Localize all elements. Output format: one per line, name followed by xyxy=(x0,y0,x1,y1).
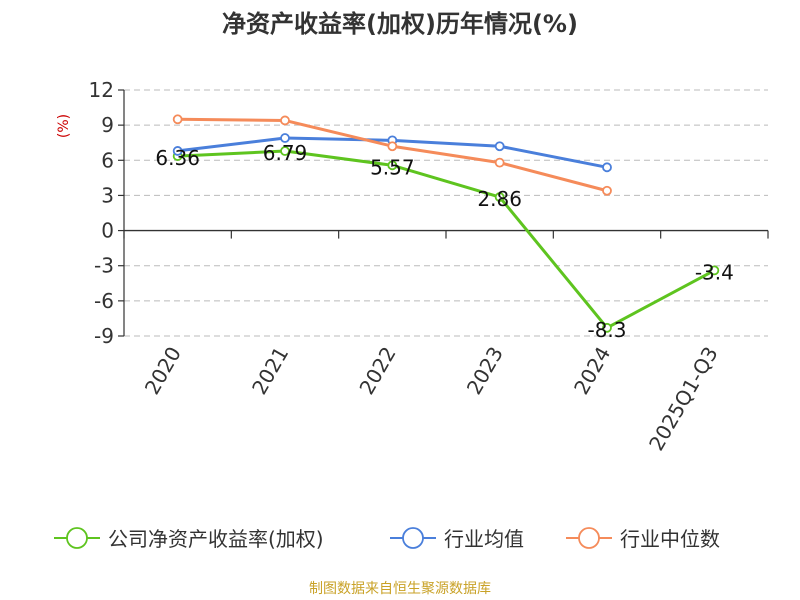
data-point xyxy=(602,185,612,196)
y-tick-label: -6 xyxy=(94,289,114,313)
data-point xyxy=(602,162,612,173)
legend-marker xyxy=(578,527,600,549)
series-lines xyxy=(172,114,720,333)
data-point xyxy=(494,192,505,202)
legend: 公司净资产收益率(加权) 行业均值 行业中位数 xyxy=(54,527,720,551)
data-point xyxy=(387,141,398,152)
data-labels: 6.36 6.79 5.57 2.86 -8.3 -3.4 xyxy=(155,141,733,342)
legend-label: 公司净资产收益率(加权) xyxy=(108,527,324,551)
data-label: 5.57 xyxy=(370,155,415,179)
data-label: -3.4 xyxy=(695,260,734,284)
legend-label: 行业中位数 xyxy=(620,527,720,551)
grid-lines xyxy=(124,89,768,337)
y-tick-label: 12 xyxy=(89,78,114,102)
x-tick-label: 2025Q1-Q3 xyxy=(644,343,723,455)
legend-marker xyxy=(66,527,88,549)
data-point xyxy=(602,322,612,333)
data-label: 6.36 xyxy=(155,146,200,170)
y-tick-label: 6 xyxy=(101,148,114,172)
y-tick-label: 0 xyxy=(101,219,114,243)
data-label: 6.79 xyxy=(263,141,308,165)
data-label: -8.3 xyxy=(587,318,626,342)
x-tick-label: 2020 xyxy=(140,343,186,399)
data-point xyxy=(494,141,505,152)
y-axis-label: (%) xyxy=(56,114,72,138)
x-tick-label: 2021 xyxy=(247,343,293,399)
data-point xyxy=(280,115,290,126)
x-tick-label: 2023 xyxy=(462,342,508,398)
data-point xyxy=(172,114,183,125)
x-tick-label: 2022 xyxy=(354,343,400,399)
chart-title: 净资产收益率(加权)历年情况(%) xyxy=(222,10,578,38)
series-line xyxy=(177,149,716,330)
data-point xyxy=(172,146,183,156)
data-point xyxy=(280,133,290,143)
axes: 12 9 6 3 0 -3 -6 -9 2020 2021 2022 2023 2024 2025Q1-Q… xyxy=(89,78,769,455)
data-label: 2.86 xyxy=(477,187,522,211)
data-point xyxy=(709,265,720,276)
data-point xyxy=(280,146,290,156)
source-note: 制图数据来自恒生聚源数据库 xyxy=(309,581,491,597)
data-point xyxy=(387,160,398,171)
legend-marker xyxy=(402,527,424,549)
x-tick-label: 2024 xyxy=(569,343,615,399)
data-point xyxy=(494,157,505,168)
legend-label: 行业均值 xyxy=(444,527,524,551)
y-tick-label: 3 xyxy=(101,183,114,207)
y-tick-label: -3 xyxy=(94,254,114,278)
y-tick-label: 9 xyxy=(101,113,114,137)
y-tick-label: -9 xyxy=(94,324,114,348)
